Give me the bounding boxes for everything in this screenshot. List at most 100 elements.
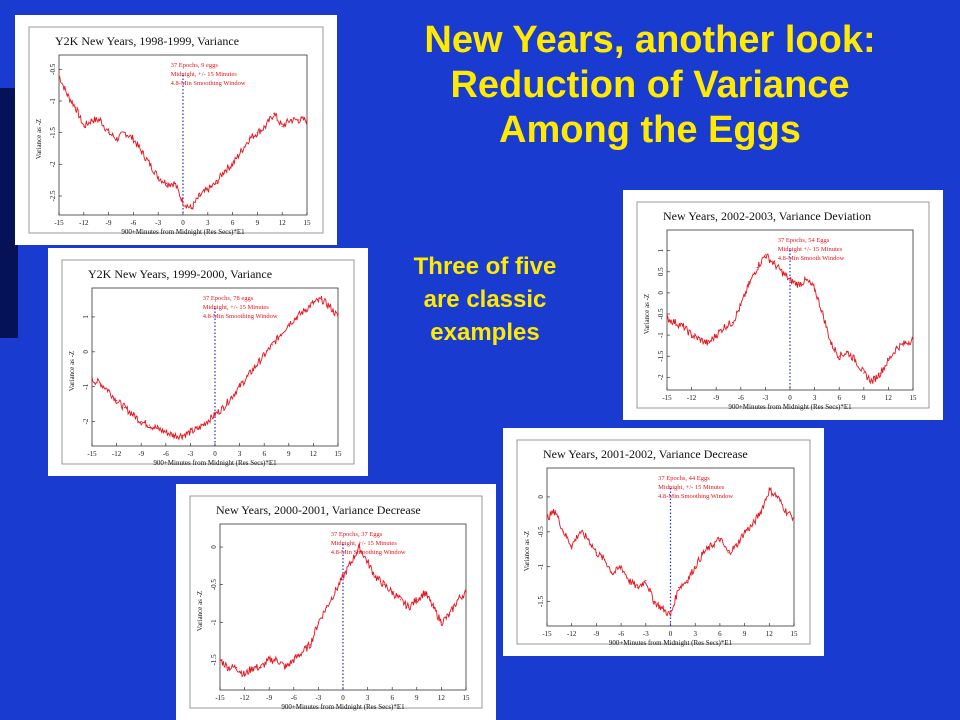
- data-point: [285, 666, 287, 669]
- left-accent-bar: [0, 88, 18, 338]
- data-point: [198, 427, 200, 430]
- data-point: [805, 279, 807, 281]
- chart-outer-frame: [189, 495, 483, 709]
- x-tick-label: -15: [662, 394, 672, 402]
- variance-trace-line: [58, 75, 308, 211]
- data-point: [744, 531, 746, 533]
- data-point: [768, 489, 770, 491]
- data-point: [239, 386, 241, 388]
- data-point: [682, 326, 684, 328]
- y-tick-label: -1: [82, 383, 90, 389]
- x-tick-label: -9: [713, 394, 719, 402]
- y-tick-label: -2: [657, 374, 665, 380]
- x-tick-label: -9: [266, 694, 272, 702]
- data-point: [661, 607, 663, 610]
- data-point: [408, 606, 410, 608]
- chart-annotation-line: 37 Epochs, 9 eggs: [171, 62, 219, 69]
- x-tick-label: 12: [279, 219, 287, 227]
- x-tick-label: -6: [618, 630, 624, 638]
- data-point: [99, 119, 101, 121]
- x-axis-label: 900+Minutes from Midnight (Res Secs)*E1: [153, 459, 277, 467]
- data-point: [686, 580, 688, 582]
- data-point: [256, 132, 258, 134]
- chart-title: New Years, 2001-2002, Variance Decrease: [543, 447, 748, 461]
- x-tick-label: -3: [643, 630, 649, 638]
- x-tick-label: 12: [766, 630, 774, 638]
- y-axis-label: Variance as -Z: [68, 351, 76, 391]
- x-tick-label: 15: [910, 394, 918, 402]
- data-point: [232, 163, 234, 165]
- data-point: [288, 323, 290, 325]
- y-tick-label: -1.5: [49, 127, 57, 139]
- chart-2002-2003: New Years, 2002-2003, Variance Deviation…: [636, 201, 930, 411]
- data-point: [579, 531, 581, 533]
- x-tick-label: -12: [240, 694, 250, 702]
- x-tick-label: 0: [341, 694, 345, 702]
- data-point: [306, 119, 308, 121]
- y-tick-label: -0.5: [657, 308, 665, 320]
- data-point: [838, 355, 840, 357]
- data-point: [181, 434, 183, 437]
- chart-annotation-line: Midnight, +/- 15 Minutes: [331, 540, 398, 547]
- x-tick-label: -6: [291, 694, 297, 702]
- x-axis-label: 900+Minutes from Midnight (Res Secs)*E1: [121, 228, 245, 236]
- data-point: [165, 182, 168, 184]
- data-point: [694, 566, 696, 568]
- data-point: [83, 125, 85, 127]
- data-point: [337, 316, 339, 318]
- y-tick-label: 0: [82, 350, 90, 354]
- y-tick-label: -2.5: [49, 190, 57, 202]
- data-point: [58, 75, 60, 77]
- data-point: [141, 151, 143, 153]
- data-point: [416, 599, 418, 601]
- data-point: [554, 510, 556, 512]
- data-point: [182, 201, 184, 203]
- data-point: [263, 354, 265, 356]
- data-point: [108, 132, 110, 134]
- data-point: [855, 359, 857, 362]
- x-tick-label: 3: [693, 630, 697, 638]
- x-tick-label: 15: [791, 630, 799, 638]
- x-axis-label: 900+Minutes from Midnight (Res Secs)*E1: [281, 703, 405, 711]
- data-point: [149, 163, 151, 165]
- y-tick-label: -2: [49, 161, 57, 167]
- data-point: [276, 659, 278, 661]
- data-point: [871, 380, 873, 383]
- x-tick-label: 9: [415, 694, 419, 702]
- data-point: [227, 666, 229, 669]
- data-point: [797, 283, 799, 286]
- x-tick-label: 12: [310, 450, 318, 458]
- chart-annotation-line: Midnight +/- 15 Minutes: [778, 246, 843, 253]
- data-point: [317, 621, 319, 623]
- x-tick-label: 6: [231, 219, 235, 227]
- data-point: [546, 517, 548, 519]
- chart-annotation-line: 37 Epochs, 78 eggs: [203, 295, 254, 302]
- y-tick-label: -2: [82, 418, 90, 424]
- x-tick-label: 3: [366, 694, 370, 702]
- data-point: [189, 431, 191, 433]
- data-point: [628, 580, 630, 582]
- data-point: [273, 113, 275, 115]
- data-point: [764, 254, 766, 256]
- data-point: [289, 119, 292, 121]
- x-tick-label: 9: [287, 450, 291, 458]
- slide-note-line: Three of five: [413, 253, 557, 280]
- data-point: [206, 420, 208, 423]
- data-point: [207, 189, 209, 191]
- data-point: [214, 414, 216, 416]
- data-point: [230, 396, 232, 398]
- chart-card-2002: New Years, 2002-2003, Variance Deviation…: [623, 190, 943, 420]
- data-point: [789, 279, 791, 281]
- data-point: [165, 431, 167, 433]
- data-point: [309, 644, 311, 646]
- data-point: [383, 584, 385, 586]
- chart-annotation-line: 37 Epochs, 44 Eggs: [658, 475, 710, 482]
- data-point: [334, 591, 336, 593]
- data-point: [174, 182, 176, 184]
- data-point: [99, 382, 101, 384]
- variance-trace-line: [666, 253, 914, 385]
- data-point: [271, 344, 273, 346]
- data-point: [132, 138, 134, 140]
- chart-card-2000: New Years, 2000-2001, Variance Decrease 3…: [176, 484, 496, 720]
- data-point: [91, 119, 93, 121]
